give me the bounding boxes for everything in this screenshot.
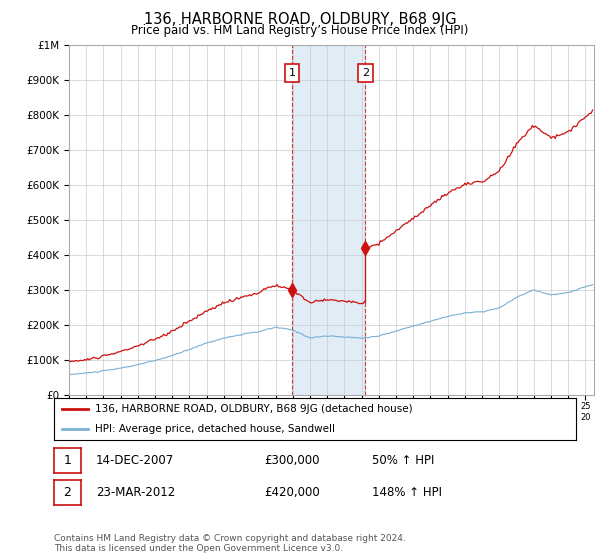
- Text: £420,000: £420,000: [264, 486, 320, 499]
- Text: 23-MAR-2012: 23-MAR-2012: [96, 486, 175, 499]
- Text: 2: 2: [64, 486, 71, 499]
- Text: 14-DEC-2007: 14-DEC-2007: [96, 454, 174, 467]
- Text: 148% ↑ HPI: 148% ↑ HPI: [372, 486, 442, 499]
- Text: 2: 2: [362, 68, 369, 78]
- Text: Price paid vs. HM Land Registry’s House Price Index (HPI): Price paid vs. HM Land Registry’s House …: [131, 24, 469, 36]
- Text: HPI: Average price, detached house, Sandwell: HPI: Average price, detached house, Sand…: [95, 424, 335, 434]
- Text: 136, HARBORNE ROAD, OLDBURY, B68 9JG (detached house): 136, HARBORNE ROAD, OLDBURY, B68 9JG (de…: [95, 404, 412, 414]
- Text: 1: 1: [64, 454, 71, 467]
- Text: 1: 1: [289, 68, 296, 78]
- Text: 50% ↑ HPI: 50% ↑ HPI: [372, 454, 434, 467]
- Text: Contains HM Land Registry data © Crown copyright and database right 2024.
This d: Contains HM Land Registry data © Crown c…: [54, 534, 406, 553]
- Text: £300,000: £300,000: [264, 454, 320, 467]
- Text: 136, HARBORNE ROAD, OLDBURY, B68 9JG: 136, HARBORNE ROAD, OLDBURY, B68 9JG: [143, 12, 457, 27]
- Bar: [292, 45, 365, 395]
